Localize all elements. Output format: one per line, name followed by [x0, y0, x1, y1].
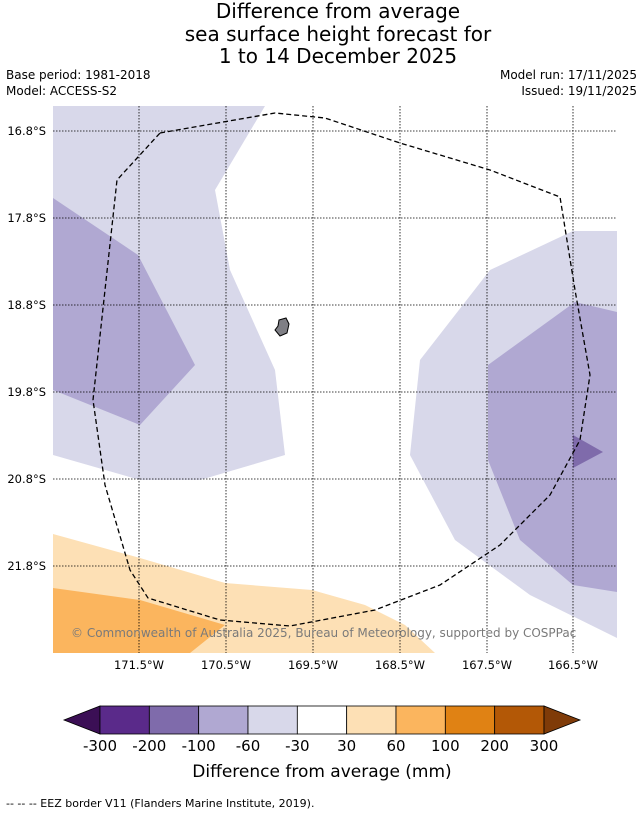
colorbar-tick-label: -200	[132, 737, 166, 755]
colorbar-tick-label: -300	[83, 737, 117, 755]
lat-label: 18.8°S	[7, 298, 46, 312]
colorbar-segment	[247, 705, 298, 735]
latitude-labels: 16.8°S 17.8°S 18.8°S 19.8°S 20.8°S 21.8°…	[7, 124, 46, 573]
lon-label: 167.5°W	[462, 658, 512, 672]
base-period: Base period: 1981-2018	[6, 68, 151, 82]
lon-label: 171.5°W	[114, 658, 164, 672]
lat-label: 20.8°S	[7, 472, 46, 486]
title-line-3: 1 to 14 December 2025	[218, 44, 458, 68]
colorbar-segment	[494, 705, 545, 735]
run-info: Model run: 17/11/2025 Issued: 19/11/2025	[500, 67, 637, 99]
lon-label: 170.5°W	[201, 658, 251, 672]
colorbar-tick-label: 300	[530, 737, 559, 755]
map-title: Difference from average sea surface heig…	[0, 0, 644, 68]
colorbar-tick-label: 100	[431, 737, 460, 755]
lat-label: 21.8°S	[7, 559, 46, 573]
title-line-2: sea surface height forecast for	[184, 21, 492, 46]
lat-label: 17.8°S	[7, 211, 46, 225]
colorbar-segment	[148, 705, 200, 735]
model-name: Model: ACCESS-S2	[6, 84, 118, 98]
colorbar-extend-low	[62, 705, 101, 735]
colorbar-segment	[198, 705, 249, 735]
colorbar-tick-label: -100	[182, 737, 216, 755]
map-area: © Commonwealth of Australia 2025, Bureau…	[53, 106, 617, 653]
colorbar: -300 -200 -100 -60 -30 30 60 100 200 300	[62, 705, 582, 755]
lon-label: 169.5°W	[288, 658, 338, 672]
colorbar-tick-label: 200	[480, 737, 509, 755]
anomaly-region-west-medium	[53, 198, 195, 425]
lat-label: 16.8°S	[7, 124, 46, 138]
model-run: Model run: 17/11/2025	[499, 68, 637, 82]
colorbar-tick-label: -30	[285, 737, 310, 755]
colorbar-segment	[444, 705, 496, 735]
eez-footnote: -- -- -- EEZ border V11 (Flanders Marine…	[6, 797, 315, 810]
colorbar-title: Difference from average (mm)	[192, 762, 452, 782]
island-niue	[274, 317, 290, 337]
title-line-1: Difference from average	[215, 0, 461, 23]
map-gridlines	[53, 106, 617, 653]
colorbar-tick-label: -60	[236, 737, 261, 755]
colorbar-segment	[296, 705, 348, 735]
colorbar-segment	[346, 705, 397, 735]
lon-label: 166.5°W	[548, 658, 598, 672]
colorbar-tick-label: 30	[337, 737, 356, 755]
colorbar-segment	[395, 705, 446, 735]
colorbar-extend-high	[543, 705, 582, 735]
lon-label: 168.5°W	[375, 658, 425, 672]
copyright-text: © Commonwealth of Australia 2025, Bureau…	[71, 626, 576, 640]
anomaly-region-east-dark	[573, 435, 603, 468]
colorbar-tick-label: 60	[386, 737, 405, 755]
issued-date: Issued: 19/11/2025	[521, 84, 637, 98]
colorbar-segment	[99, 705, 150, 735]
map-figure: © Commonwealth of Australia 2025, Bureau…	[7, 106, 617, 755]
lat-label: 19.8°S	[7, 385, 46, 399]
model-info: Base period: 1981-2018 Model: ACCESS-S2	[6, 67, 151, 99]
longitude-labels: 171.5°W 170.5°W 169.5°W 168.5°W 167.5°W …	[114, 658, 598, 672]
anomaly-region-east-medium	[488, 302, 617, 592]
